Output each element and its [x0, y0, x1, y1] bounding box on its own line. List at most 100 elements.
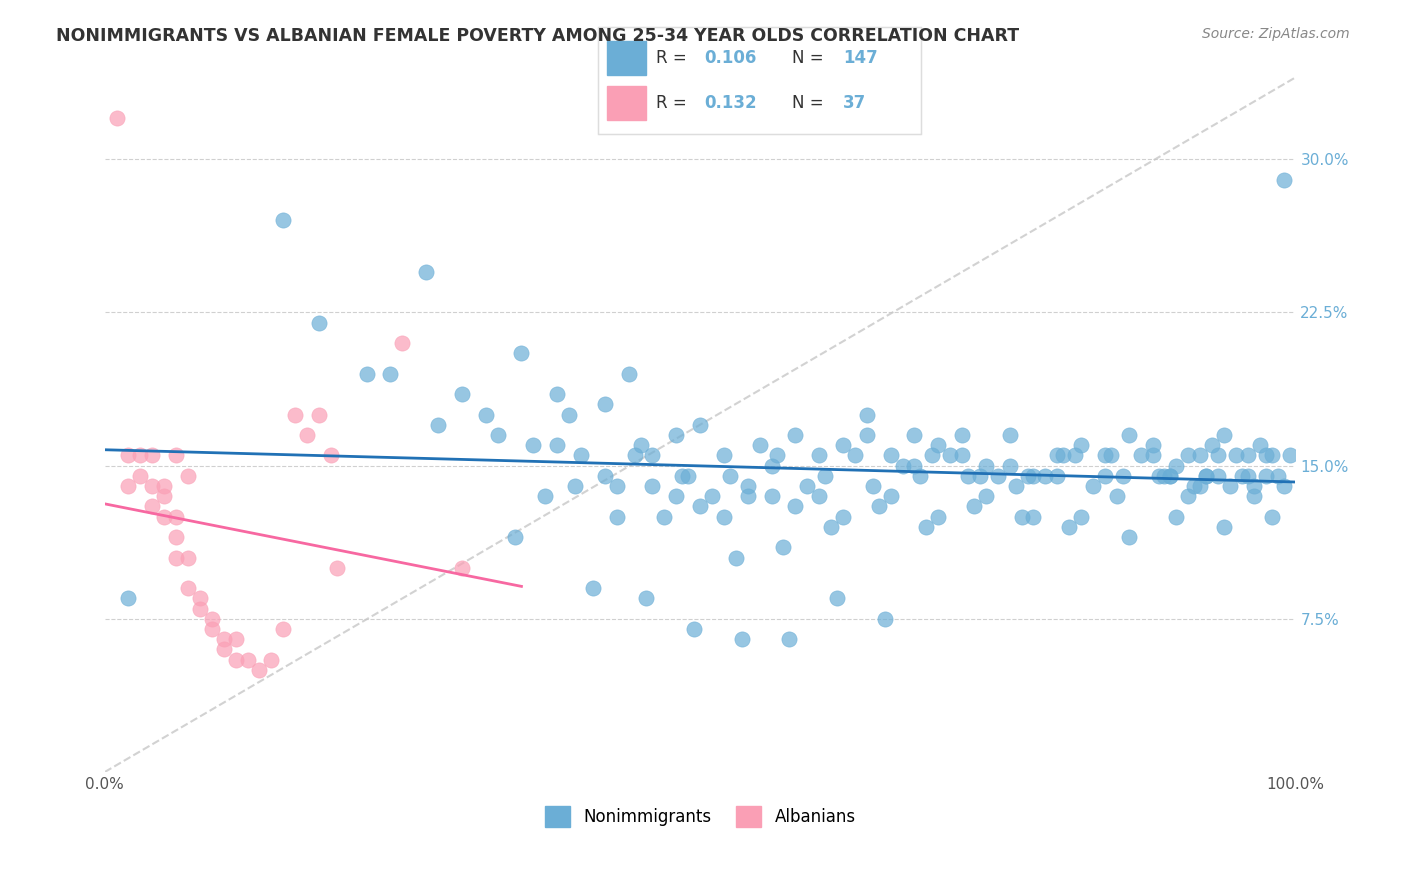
Point — [808, 489, 831, 503]
Point — [927, 509, 949, 524]
Point — [718, 468, 741, 483]
Point — [1094, 449, 1116, 463]
Point — [630, 438, 652, 452]
Point — [326, 560, 349, 574]
Point — [1118, 530, 1140, 544]
Point — [1118, 428, 1140, 442]
Point — [165, 550, 187, 565]
Point — [927, 438, 949, 452]
Point — [689, 500, 711, 514]
Point — [832, 509, 855, 524]
Point — [1070, 438, 1092, 452]
Text: R =: R = — [655, 94, 692, 112]
Point — [1201, 438, 1223, 452]
Point — [1046, 449, 1069, 463]
Text: Source: ZipAtlas.com: Source: ZipAtlas.com — [1202, 27, 1350, 41]
Point — [998, 458, 1021, 473]
Point — [825, 591, 848, 606]
Point — [820, 520, 842, 534]
Point — [201, 622, 224, 636]
Point — [1243, 479, 1265, 493]
Point — [188, 601, 211, 615]
Text: R =: R = — [655, 49, 692, 67]
Point — [950, 449, 973, 463]
Point — [731, 632, 754, 647]
Point — [641, 479, 664, 493]
Point — [1254, 449, 1277, 463]
Text: N =: N = — [792, 49, 828, 67]
Point — [141, 479, 163, 493]
Point — [546, 438, 568, 452]
Point — [796, 479, 818, 493]
Point — [165, 449, 187, 463]
Point — [546, 387, 568, 401]
Point — [761, 458, 783, 473]
Point — [772, 541, 794, 555]
Point — [105, 112, 128, 126]
Point — [903, 428, 925, 442]
Point — [569, 449, 592, 463]
Point — [225, 632, 247, 647]
Point — [177, 468, 200, 483]
Point — [844, 449, 866, 463]
Point — [1213, 428, 1236, 442]
Point — [963, 500, 986, 514]
Point — [165, 509, 187, 524]
Point — [474, 408, 496, 422]
Point — [505, 530, 527, 544]
Point — [1159, 468, 1181, 483]
Point — [582, 581, 605, 595]
Point — [903, 458, 925, 473]
Point — [1147, 468, 1170, 483]
Point — [814, 468, 837, 483]
Point — [1182, 479, 1205, 493]
Point — [956, 468, 979, 483]
Point — [1267, 468, 1289, 483]
Point — [654, 509, 676, 524]
Point — [1189, 449, 1212, 463]
Point — [141, 500, 163, 514]
Point — [998, 428, 1021, 442]
Point — [1206, 468, 1229, 483]
Point — [1004, 479, 1026, 493]
Point — [808, 449, 831, 463]
Point — [785, 428, 807, 442]
Point — [1057, 520, 1080, 534]
Point — [737, 479, 759, 493]
Point — [1112, 468, 1135, 483]
Point — [832, 438, 855, 452]
Point — [271, 622, 294, 636]
Point — [1153, 468, 1175, 483]
Point — [117, 479, 139, 493]
Point — [486, 428, 509, 442]
Point — [212, 632, 235, 647]
Point — [689, 417, 711, 432]
Point — [778, 632, 800, 647]
Point — [1070, 509, 1092, 524]
Point — [665, 428, 688, 442]
Point — [671, 468, 693, 483]
Point — [356, 367, 378, 381]
Point — [271, 213, 294, 227]
Point — [665, 489, 688, 503]
Point — [380, 367, 402, 381]
Point — [451, 387, 474, 401]
Point — [676, 468, 699, 483]
Point — [260, 653, 283, 667]
Point — [1272, 172, 1295, 186]
Point — [606, 479, 628, 493]
Point — [766, 449, 789, 463]
Point — [974, 458, 997, 473]
Point — [1195, 468, 1218, 483]
Point — [558, 408, 581, 422]
Point — [1177, 489, 1199, 503]
Point — [165, 530, 187, 544]
Point — [641, 449, 664, 463]
Point — [1213, 520, 1236, 534]
Point — [1064, 449, 1087, 463]
Point — [1206, 449, 1229, 463]
Point — [1249, 438, 1271, 452]
Point — [319, 449, 342, 463]
Point — [1260, 449, 1282, 463]
Point — [868, 500, 890, 514]
